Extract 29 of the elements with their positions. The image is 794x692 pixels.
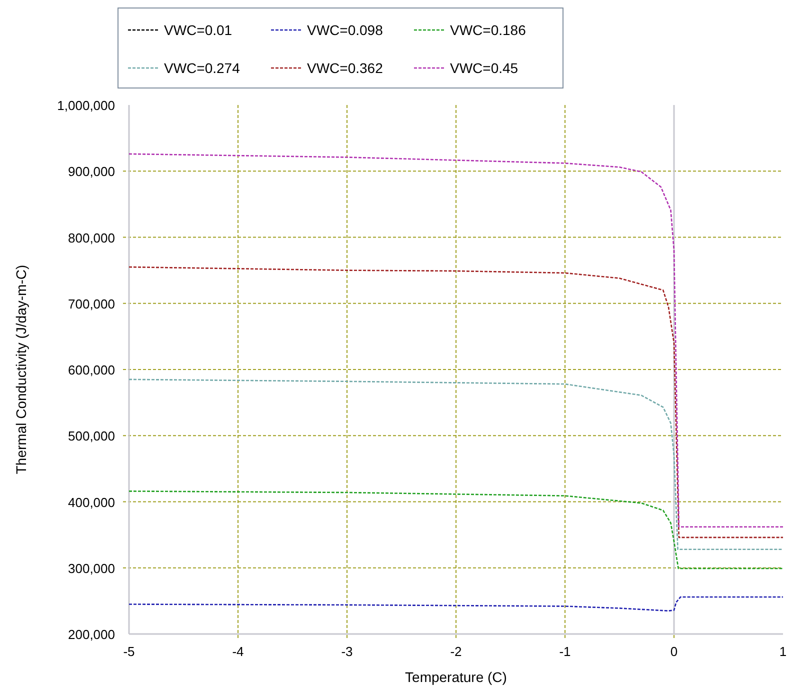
x-tick-label: 0 (670, 644, 678, 659)
legend-label: VWC=0.274 (164, 60, 240, 76)
y-tick-label: 200,000 (68, 627, 115, 642)
x-tick-label: -3 (341, 644, 353, 659)
y-tick-label: 300,000 (68, 560, 115, 576)
legend-label: VWC=0.098 (307, 22, 384, 38)
line-series (128, 153, 784, 528)
y-tick-label: 500,000 (68, 428, 115, 444)
y-tick-label: 600,000 (68, 362, 115, 378)
line-series (128, 596, 784, 612)
line-series (128, 266, 784, 538)
legend-label: VWC=0.186 (450, 22, 526, 38)
legend-label: VWC=0.45 (450, 60, 518, 76)
y-tick-label: 900,000 (68, 164, 115, 180)
y-tick-label: 800,000 (68, 230, 115, 246)
x-tick-label: 1 (779, 644, 787, 659)
x-tick-label: -2 (450, 644, 462, 659)
line-series (128, 490, 784, 570)
x-tick-label: -4 (232, 644, 244, 659)
y-tick-label: 1,000,000 (57, 98, 115, 113)
legend-label: VWC=0.01 (164, 22, 232, 38)
x-tick-label: -1 (559, 644, 571, 659)
y-tick-label: 700,000 (68, 296, 115, 312)
y-axis-title: Thermal Conductivity (J/day-m-C) (13, 264, 29, 474)
line-series (128, 378, 784, 550)
y-tick-label: 400,000 (68, 494, 115, 510)
x-tick-label: -5 (123, 644, 135, 659)
legend-label: VWC=0.362 (307, 60, 384, 76)
x-axis-title: Temperature (C) (405, 669, 507, 685)
